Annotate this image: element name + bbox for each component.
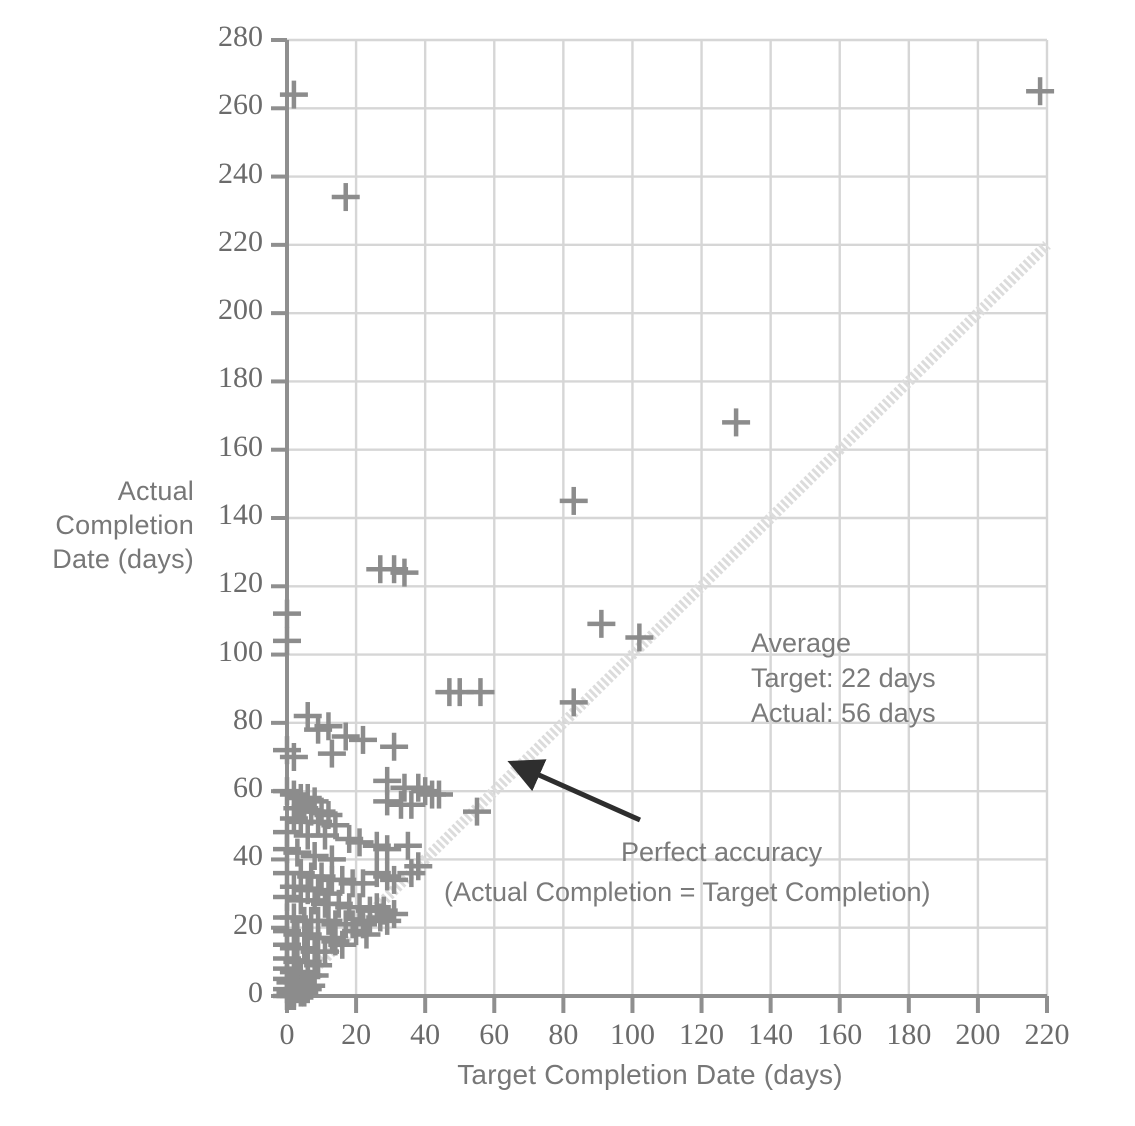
x-tick-label: 100	[609, 1018, 655, 1051]
y-tick-label: 260	[218, 88, 263, 122]
data-point-marker	[273, 736, 301, 765]
average-annotation: Average Target: 22 days Actual: 56 days	[751, 626, 936, 731]
x-tick-label: 80	[548, 1018, 579, 1051]
y-tick-label: 280	[218, 20, 263, 53]
data-point-marker	[279, 80, 308, 109]
y-tick-label: 20	[233, 907, 263, 941]
data-point-marker	[466, 678, 495, 707]
data-point-marker	[425, 780, 453, 809]
data-point-marker	[283, 838, 312, 867]
data-point-marker	[317, 739, 346, 768]
data-point-marker	[373, 862, 402, 891]
data-points	[273, 77, 1055, 1010]
average-annotation-title: Average	[751, 628, 852, 658]
data-point-marker	[559, 688, 588, 717]
y-tick-label: 80	[233, 702, 263, 736]
perfect-accuracy-reference-line	[283, 240, 1051, 1000]
data-point-marker	[349, 725, 377, 754]
y-tick-label: 100	[218, 634, 263, 668]
y-tick-label: 60	[233, 771, 263, 805]
x-tick-label: 40	[410, 1018, 441, 1051]
data-point-marker	[380, 732, 409, 761]
x-tick-label: 20	[341, 1018, 372, 1051]
annotation-arrow	[507, 759, 642, 823]
data-point-marker	[380, 865, 409, 894]
data-point-marker	[311, 821, 339, 850]
y-tick-label: 160	[218, 429, 263, 463]
data-point-marker	[404, 773, 433, 802]
x-tick-label: 220	[1024, 1018, 1070, 1051]
perfect-accuracy-sublabel: (Actual Completion = Target Completion)	[444, 877, 931, 907]
data-point-marker	[279, 743, 308, 771]
data-point-marker	[279, 804, 308, 833]
data-point-marker	[273, 626, 301, 655]
data-point-marker	[559, 486, 588, 515]
data-point-marker	[314, 906, 343, 935]
y-tick-label: 140	[218, 498, 263, 531]
data-point-marker	[345, 828, 374, 857]
data-point-marker	[411, 777, 440, 806]
data-point-marker	[373, 787, 402, 816]
y-tick-label: 0	[248, 976, 263, 1009]
average-target-value: Target: 22 days	[751, 663, 936, 693]
x-tick-label: 200	[955, 1018, 1001, 1051]
perfect-accuracy-annotation: Perfect accuracy (Actual Completion = Ta…	[444, 832, 931, 912]
x-tick-label: 160	[817, 1018, 863, 1051]
data-point-marker	[273, 777, 301, 806]
data-point-marker	[373, 835, 402, 864]
data-point-marker	[587, 609, 616, 638]
data-point-marker	[273, 599, 301, 628]
y-axis-title-line-1: Actual	[117, 476, 194, 506]
perfect-accuracy-label: Perfect accuracy	[621, 837, 823, 867]
data-point-marker	[373, 906, 402, 935]
data-point-marker	[304, 715, 333, 744]
data-point-marker	[463, 797, 491, 826]
data-point-marker	[331, 722, 360, 751]
data-point-marker	[625, 623, 654, 652]
data-point-marker	[317, 923, 346, 952]
x-tick-label: 60	[479, 1018, 510, 1051]
y-axis-title-line-3: Date (days)	[52, 544, 194, 574]
y-axis-title-line-2: Completion	[55, 510, 194, 540]
y-tick-label: 120	[218, 566, 263, 600]
data-point-marker	[300, 842, 329, 871]
data-point-marker	[722, 408, 751, 437]
x-tick-label: 180	[886, 1018, 932, 1051]
x-tick-label: 120	[679, 1018, 725, 1051]
data-point-marker	[352, 920, 381, 949]
gridlines	[287, 38, 1049, 996]
average-actual-value: Actual: 56 days	[751, 698, 936, 728]
y-tick-label: 40	[233, 839, 263, 873]
data-point-marker	[331, 183, 360, 212]
y-tick-label: 220	[218, 224, 263, 258]
data-point-marker	[290, 978, 319, 1007]
data-point-marker	[1026, 77, 1055, 106]
data-point-marker	[366, 903, 395, 932]
data-point-marker	[397, 790, 426, 819]
data-point-marker	[380, 900, 409, 929]
data-point-marker	[393, 831, 422, 860]
data-point-marker	[390, 558, 419, 587]
x-tick-label: 140	[748, 1018, 794, 1051]
y-tick-label: 240	[218, 156, 263, 190]
data-point-marker	[404, 852, 433, 881]
x-axis-title: Target Completion Date (days)	[457, 1059, 843, 1090]
y-tick-label: 180	[218, 361, 263, 395]
data-point-marker	[397, 859, 426, 888]
y-tick-label: 200	[218, 293, 263, 327]
data-point-marker	[321, 927, 350, 956]
y-axis-title: Actual Completion Date (days)	[4, 474, 194, 576]
x-tick-label: 0	[279, 1018, 295, 1051]
data-point-marker	[293, 975, 322, 1004]
